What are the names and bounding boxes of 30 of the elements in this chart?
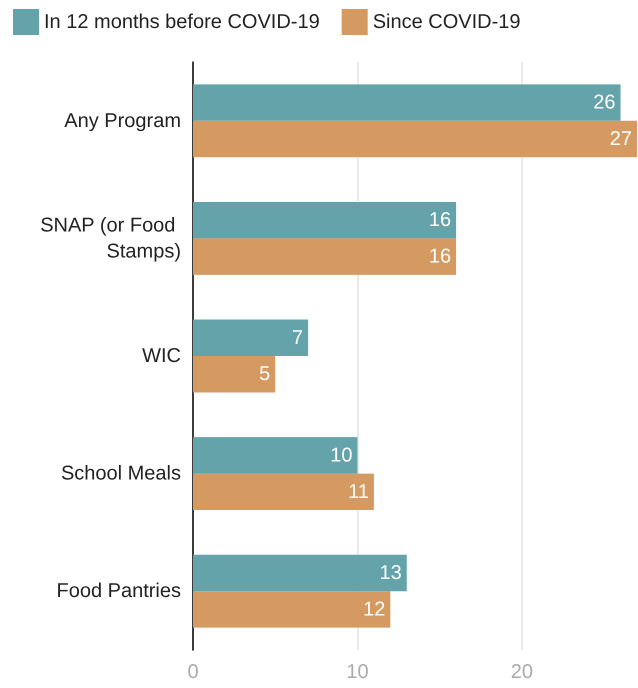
bar	[193, 437, 358, 474]
y-tick-label: Any Program	[64, 110, 181, 132]
data-label: 11	[348, 480, 369, 503]
bar	[193, 320, 308, 356]
y-tick-label: SNAP (or Food Stamps)	[40, 214, 181, 262]
bar	[193, 554, 407, 592]
data-label: 16	[428, 246, 452, 268]
x-tick-label: 10	[346, 661, 369, 683]
data-label: 7	[292, 326, 304, 349]
data-label: 13	[380, 562, 402, 584]
data-label: 27	[610, 128, 632, 150]
data-label: 12	[363, 598, 386, 620]
bar	[193, 84, 621, 121]
bar	[193, 238, 456, 275]
data-label: 16	[428, 209, 452, 232]
bar	[193, 591, 390, 628]
legend-label: In 12 months before COVID-19	[44, 11, 320, 33]
bar	[193, 202, 456, 238]
bar	[193, 120, 637, 158]
data-label: 5	[259, 363, 270, 386]
y-tick-label: School Meals	[60, 462, 181, 485]
bar	[193, 356, 276, 392]
x-tick-label: 0	[187, 661, 199, 683]
data-label: 26	[593, 92, 616, 114]
y-tick-label: WIC	[142, 345, 181, 367]
data-label: 10	[330, 444, 352, 466]
legend-label: Since COVID-19	[372, 11, 521, 33]
y-tick-label: Food Pantries	[56, 580, 181, 602]
bar	[193, 474, 374, 510]
x-tick-label: 20	[510, 661, 534, 683]
